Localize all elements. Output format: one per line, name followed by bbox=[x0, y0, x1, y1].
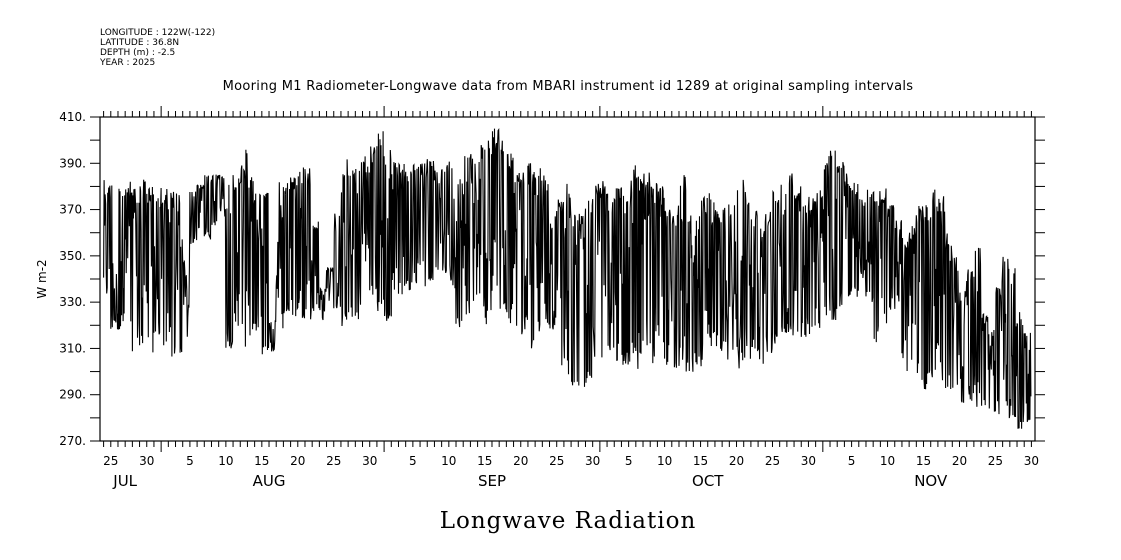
x-tick-label: 25 bbox=[988, 454, 1003, 468]
x-tick-label: 10 bbox=[880, 454, 895, 468]
x-tick-label: 5 bbox=[186, 454, 194, 468]
chart-title: Mooring M1 Radiometer-Longwave data from… bbox=[223, 79, 914, 94]
y-tick-label: 290. bbox=[59, 388, 86, 402]
meta-longitude: LONGITUDE : 122W(-122) bbox=[100, 28, 215, 38]
x-tick-label: 15 bbox=[477, 454, 492, 468]
y-tick-labels: 270. 290. 310. 330. 350. 370. 390. 410. bbox=[59, 110, 86, 448]
month-label: JUL bbox=[112, 472, 137, 490]
month-label: NOV bbox=[914, 472, 948, 490]
x-tick-label: 10 bbox=[218, 454, 233, 468]
y-tick-label: 410. bbox=[59, 110, 86, 124]
x-tick-label: 10 bbox=[657, 454, 672, 468]
axes bbox=[90, 106, 1045, 452]
x-tick-label: 15 bbox=[916, 454, 931, 468]
x-tick-label: 30 bbox=[139, 454, 154, 468]
y-tick-label: 390. bbox=[59, 156, 86, 170]
meta-depth: DEPTH (m) : -2.5 bbox=[100, 48, 175, 58]
x-tick-label: 30 bbox=[801, 454, 816, 468]
y-tick-label: 350. bbox=[59, 249, 86, 263]
x-tick-label: 15 bbox=[254, 454, 269, 468]
x-tick-labels: 25 30 5 10 15 20 25 30 5 10 15 20 25 30 5 10 15 20 25 30 5 10… bbox=[103, 454, 1039, 468]
x-tick-label: 20 bbox=[290, 454, 305, 468]
y-tick-label: 310. bbox=[59, 341, 86, 355]
month-label: SEP bbox=[478, 472, 506, 490]
x-tick-label: 25 bbox=[549, 454, 564, 468]
x-axis-title: Longwave Radiation bbox=[440, 508, 697, 534]
x-tick-label: 10 bbox=[441, 454, 456, 468]
x-tick-label: 20 bbox=[729, 454, 744, 468]
month-labels: JUL AUG SEP OCT NOV bbox=[112, 472, 948, 490]
y-tick-label: 370. bbox=[59, 203, 86, 217]
meta-year: YEAR : 2025 bbox=[99, 58, 155, 68]
metadata-block: LONGITUDE : 122W(-122) LATITUDE : 36.8N … bbox=[99, 28, 215, 68]
y-tick-label: 330. bbox=[59, 295, 86, 309]
x-tick-label: 5 bbox=[848, 454, 856, 468]
x-tick-label: 25 bbox=[765, 454, 780, 468]
x-tick-label: 30 bbox=[1024, 454, 1039, 468]
month-label: OCT bbox=[692, 472, 724, 490]
month-label: AUG bbox=[253, 472, 286, 490]
meta-latitude: LATITUDE : 36.8N bbox=[100, 38, 179, 48]
x-tick-label: 15 bbox=[693, 454, 708, 468]
x-tick-label: 25 bbox=[326, 454, 341, 468]
plot-frame bbox=[99, 116, 1036, 442]
x-tick-label: 20 bbox=[952, 454, 967, 468]
x-tick-label: 5 bbox=[409, 454, 417, 468]
x-tick-label: 25 bbox=[103, 454, 118, 468]
x-tick-label: 20 bbox=[513, 454, 528, 468]
series-group bbox=[103, 127, 1032, 429]
series-line-longwave bbox=[103, 127, 1032, 429]
x-tick-label: 30 bbox=[585, 454, 600, 468]
y-axis-label: W m-2 bbox=[35, 259, 49, 298]
x-tick-label: 5 bbox=[625, 454, 633, 468]
x-tick-label: 30 bbox=[362, 454, 377, 468]
y-tick-label: 270. bbox=[59, 434, 86, 448]
